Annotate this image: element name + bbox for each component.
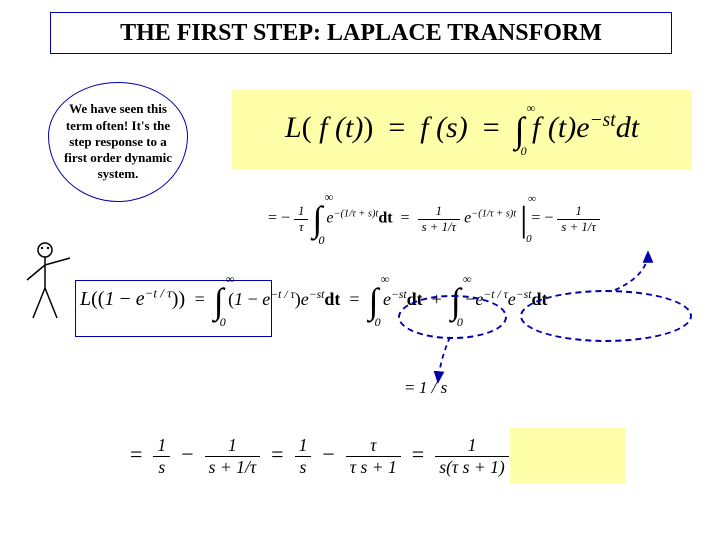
arrow-1 bbox=[438, 337, 450, 382]
arrow-2 bbox=[615, 252, 648, 290]
arrows-layer bbox=[0, 0, 720, 540]
r5-n5: 1 bbox=[435, 435, 509, 457]
r5-d5: s(τ s + 1) bbox=[435, 457, 509, 478]
